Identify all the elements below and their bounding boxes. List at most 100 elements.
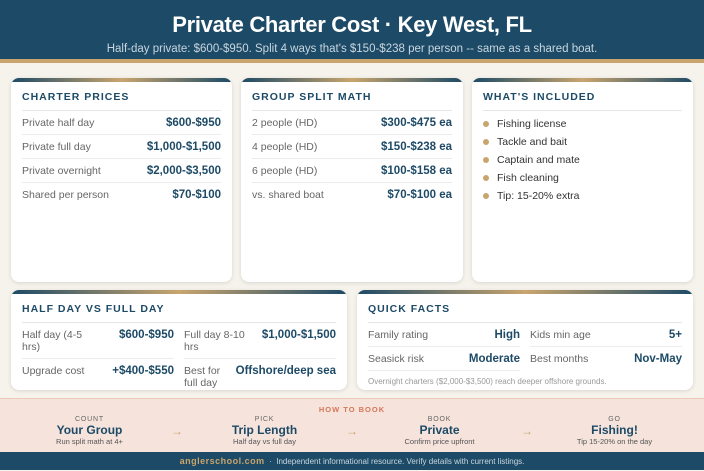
compare-row: Best for full day Offshore/deep sea [184,359,336,390]
row-value: $300-$475 ea [381,117,452,129]
step-sub: Confirm price upfront [404,437,475,446]
step-title: Trip Length [231,423,298,437]
bullet-icon [483,121,489,127]
row-value: $70-$100 ea [387,189,452,201]
price-row: Private overnight $2,000-$3,500 [22,159,221,183]
list-item: Fish cleaning [483,169,682,187]
row-value: $1,000-$1,500 [146,141,221,153]
group-split-card: GROUP SPLIT MATH 2 people (HD) $300-$475 … [241,78,463,282]
how-to-book-band: HOW TO BOOK COUNT Your Group Run split mat… [0,398,704,452]
footer-brand-link[interactable]: anglerschool.com [179,456,265,466]
arrow-right-icon: → [346,424,358,438]
included-list: Fishing license Tackle and bait Captain … [483,111,682,205]
row-label: Upgrade cost [22,365,85,377]
row-label: 6 people (HD) [252,165,318,177]
split-row: vs. shared boat $70-$100 ea [252,183,452,206]
facts-note: Overnight charters ($2,000-$3,500) reach… [368,377,607,386]
step-count: COUNT Your Group Run split math at 4+ [25,416,155,446]
bullet-icon [483,193,489,199]
row-label: Best months [530,353,589,365]
split-row: 4 people (HD) $150-$238 ea [252,135,452,159]
footer-separator: · [269,457,272,466]
row-value: $600-$950 [119,329,174,341]
bullet-icon [483,157,489,163]
row-label: 4 people (HD) [252,141,318,153]
card-title: WHAT'S INCLUDED [483,88,682,111]
row-label: Half day (4-5 hrs) [22,329,83,353]
row-label: Private overnight [22,165,101,177]
row-value: High [494,329,520,341]
half-vs-full-card: HALF DAY VS FULL DAY Half day (4-5 hrs) $… [11,290,347,390]
step-pick: PICK Trip Length Half day vs full day [200,416,330,446]
row-label: Kids min age [530,329,591,341]
row-value: 5+ [668,329,682,341]
row-value: $1,000-$1,500 [261,329,336,341]
arrow-right-icon: → [171,424,183,438]
price-row: Shared per person $70-$100 [22,183,221,206]
list-item: Tackle and bait [483,133,682,151]
split-row: 6 people (HD) $100-$158 ea [252,159,452,183]
row-label: vs. shared boat [252,189,324,201]
row-value: Offshore/deep sea [235,365,336,377]
row-label: Seasick risk [368,353,425,365]
charter-prices-card: CHARTER PRICES Private half day $600-$950… [11,78,232,282]
step-kicker: COUNT [75,416,104,423]
item-text: Tip: 15-20% extra [497,190,580,202]
quick-facts-card: QUICK FACTS Family rating High Kids min a… [357,290,693,390]
fact-row: Kids min age 5+ [530,323,682,347]
item-text: Fish cleaning [497,172,559,184]
page-subtitle: Half-day private: $600-$950. Split 4 way… [106,43,598,55]
fact-row: Family rating High [368,323,520,347]
step-kicker: GO [608,416,621,423]
step-sub: Run split math at 4+ [56,437,123,446]
fact-row: Seasick risk Moderate [368,347,520,371]
row-label: 2 people (HD) [252,117,318,129]
bullet-icon [483,139,489,145]
item-text: Tackle and bait [497,136,568,148]
split-row: 2 people (HD) $300-$475 ea [252,111,452,135]
row-label: Best for full day [184,365,221,389]
bullet-icon [483,175,489,181]
row-value: $150-$238 ea [381,141,452,153]
how-to-book-title: HOW TO BOOK [318,405,386,414]
list-item: Captain and mate [483,151,682,169]
row-label: Private half day [22,117,95,129]
compare-row: Upgrade cost +$400-$550 [22,359,174,390]
card-title: HALF DAY VS FULL DAY [22,300,336,323]
item-text: Fishing license [497,118,567,130]
step-title: Private [419,423,460,437]
list-item: Fishing license [483,115,682,133]
row-value: +$400-$550 [112,365,174,377]
step-kicker: PICK [254,416,275,423]
row-value: $70-$100 [172,189,221,201]
card-title: GROUP SPLIT MATH [252,88,452,111]
whats-included-card: WHAT'S INCLUDED Fishing license Tackle a… [472,78,693,282]
footer: anglerschool.com · Independent informati… [0,452,704,470]
compare-row: Full day 8-10 hrs $1,000-$1,500 [184,323,336,359]
price-row: Private full day $1,000-$1,500 [22,135,221,159]
page-header: Private Charter Cost · Key West, FL Half… [0,0,704,63]
card-title: QUICK FACTS [368,300,682,323]
row-label: Private full day [22,141,91,153]
fact-row: Best months Nov-May [530,347,682,371]
step-title: Fishing! [591,423,638,437]
item-text: Captain and mate [497,154,580,166]
step-go: GO Fishing! Tip 15-20% on the day [550,416,680,446]
step-sub: Tip 15-20% on the day [576,437,653,446]
price-row: Private half day $600-$950 [22,111,221,135]
card-title: CHARTER PRICES [22,88,221,111]
row-label: Shared per person [22,189,109,201]
compare-row: Half day (4-5 hrs) $600-$950 [22,323,174,359]
row-value: $100-$158 ea [381,165,452,177]
arrow-right-icon: → [521,424,533,438]
row-value: $2,000-$3,500 [146,165,221,177]
list-item: Tip: 15-20% extra [483,187,682,205]
row-label: Family rating [368,329,429,341]
step-kicker: BOOK [427,416,452,423]
row-value: $600-$950 [166,117,221,129]
step-book: BOOK Private Confirm price upfront [375,416,505,446]
step-title: Your Group [56,423,123,437]
row-value: Nov-May [634,353,682,365]
step-sub: Half day vs full day [233,437,296,446]
page-title: Private Charter Cost · Key West, FL [172,12,532,37]
